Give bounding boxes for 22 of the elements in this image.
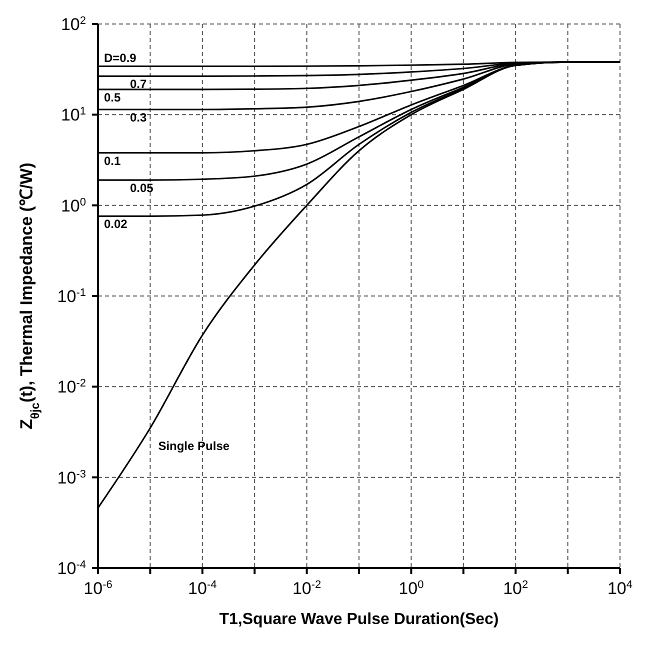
series-label: D=0.9 — [104, 51, 137, 66]
y-tick-label: 10$^{0}$ — [60, 196, 86, 216]
x-tick-label: 10$^{0}$ — [398, 579, 424, 598]
y-tick-label: 10$^{-4}$ — [57, 559, 86, 578]
x-tick-label: 10$^{-4}$ — [188, 579, 217, 598]
series-label: 0.05 — [130, 181, 154, 196]
series-label: 0.5 — [104, 90, 122, 104]
y-tick-label: 10$^{-3}$ — [57, 468, 86, 488]
x-tick-label: 10$^{4}$ — [607, 579, 633, 598]
y-tick-label: 10$^{2}$ — [60, 15, 86, 34]
x-tick-label: 10$^{-6}$ — [84, 579, 112, 598]
y-tick-label: 10$^{-1}$ — [57, 287, 86, 306]
y-tick-label: 10$^{-2}$ — [57, 378, 86, 397]
series-label: 0.7 — [130, 77, 148, 92]
series-label: 0.02 — [104, 217, 128, 232]
series-label: 0.1 — [104, 154, 122, 168]
x-tick-label: 10$^{2}$ — [503, 579, 528, 598]
series-label: Single Pulse — [158, 439, 230, 454]
series-label: 0.3 — [130, 110, 148, 125]
y-tick-label: 10$^{1}$ — [60, 106, 86, 125]
x-axis-title: T1,Square Wave Pulse Duration(Sec) — [219, 611, 499, 628]
x-tick-label: 10$^{-2}$ — [292, 579, 322, 598]
